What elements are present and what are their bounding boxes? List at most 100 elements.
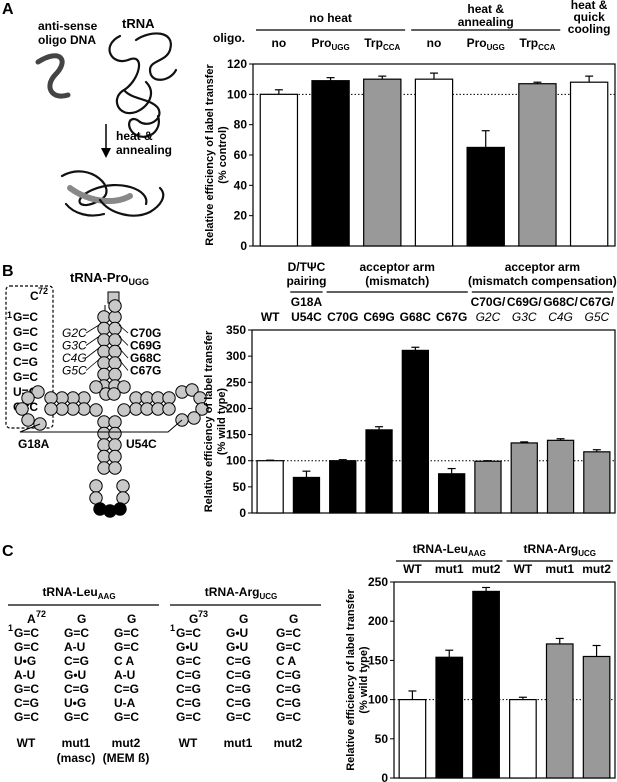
tertiary-interaction-line xyxy=(19,419,183,433)
chart-b-bar xyxy=(365,429,393,514)
mutation-pointer xyxy=(118,336,129,346)
nucleotide xyxy=(108,415,122,429)
svg-text:anti-sense: anti-sense xyxy=(38,19,98,33)
mutation-pointer xyxy=(85,324,100,334)
panel-a-bar-label: TrpCCA xyxy=(519,36,555,52)
chart-c-bar xyxy=(472,590,500,779)
panel-a-group-header: cooling xyxy=(568,22,611,36)
chart-b-bar xyxy=(292,476,321,514)
panel-b-bar-label: C69G xyxy=(363,310,394,324)
arg-column-label: mut1 xyxy=(224,736,253,750)
arg-base-pair: C=G xyxy=(176,682,201,696)
chart-c-ylabel: (% wild type) xyxy=(358,646,370,714)
nucleotide xyxy=(108,449,122,464)
chart-a-ytick-label: 60 xyxy=(234,148,248,162)
stem-top-index: 72 xyxy=(38,286,48,296)
leu-start-index: 1 xyxy=(8,623,13,633)
oligo-row-label: oligo. xyxy=(213,31,245,45)
panel-c-group-headers: WT mut1 mut2 WT mut1 mut2 tRNA-LeuAAG tRNA-ArgU… xyxy=(396,542,613,576)
chart-a-bar xyxy=(414,78,454,247)
mutation-pointer xyxy=(118,359,129,371)
leu-base-pair: U•G xyxy=(64,696,86,710)
acceptor-mutation-label: C69G xyxy=(130,339,161,353)
step-label: heat & annealing xyxy=(116,129,172,157)
arg-base-pair: C=G xyxy=(176,668,201,682)
chart-a-bar xyxy=(259,93,299,247)
chart-b-ylabel: Relative efficiency of label transfer xyxy=(203,330,215,512)
panel-a-bar-label: no xyxy=(427,36,442,50)
arg-base-pair: G=C xyxy=(276,640,301,654)
panel-c-bar-label: mut1 xyxy=(435,562,464,576)
arg-top-index: 73 xyxy=(198,609,208,619)
panel-c-bar-label: WT xyxy=(514,562,533,576)
chart-c-bar xyxy=(435,656,464,779)
chart-b-ytick-label: 350 xyxy=(226,323,246,337)
nucleotide xyxy=(187,411,201,425)
chart-b: 0 50 100 150 200 250 300 350 Relative efficiency… xyxy=(203,323,616,520)
compensating-mutation-label: G2C xyxy=(62,326,87,340)
arg-base-pair: C=G xyxy=(226,682,251,696)
svg-text:oligo DNA: oligo DNA xyxy=(38,33,96,47)
leu-column-label: WT xyxy=(17,736,36,750)
panel-label-a: A xyxy=(2,1,14,18)
nucleotide xyxy=(21,413,35,427)
panel-c-group-header: tRNA-LeuAAG xyxy=(413,542,486,558)
panel-a-group-header: quick xyxy=(573,10,605,24)
arg-base-pair: C=G xyxy=(276,682,301,696)
leu-base-pair: U•G xyxy=(14,654,36,668)
nucleotide xyxy=(15,402,29,416)
arg-base-pair: G•U xyxy=(226,640,248,654)
arg-top-base: G xyxy=(189,612,198,626)
nucleotide xyxy=(21,391,35,405)
leu-top-base: G xyxy=(77,612,86,626)
panel-a-group-header: heat & xyxy=(571,0,608,12)
chart-b-bar xyxy=(546,439,575,514)
chart-c-plot-frame xyxy=(393,581,616,779)
svg-text:annealing: annealing xyxy=(116,143,172,157)
chart-c-ytick-label: 150 xyxy=(368,653,388,667)
chart-a-bar xyxy=(466,146,505,247)
nucleotide xyxy=(116,479,130,493)
nucleotide xyxy=(117,380,131,394)
panel-a-group-header: no heat xyxy=(309,11,352,25)
arg-top-base: G xyxy=(289,612,298,626)
leu-base-pair: G=C xyxy=(114,640,139,654)
panel-b-bar-label: C69G/ xyxy=(507,295,542,309)
compensating-mutation-label: G5C xyxy=(62,364,87,378)
arg-title: tRNA-ArgUCG xyxy=(205,585,277,601)
leu-base-pair: G=C xyxy=(114,710,139,724)
panel-b-group-header: acceptor arm xyxy=(360,260,435,274)
panel-b-bar-label: G68C/ xyxy=(543,295,578,309)
arg-base-pair: C A xyxy=(276,654,297,668)
chart-b-bar xyxy=(474,460,502,514)
nucleotide xyxy=(108,333,122,347)
leu-base-pair: C=G xyxy=(64,654,89,668)
chart-c-ytick-label: 200 xyxy=(368,614,388,628)
panel-label-c: C xyxy=(2,543,14,560)
panel-a-bar-label: ProUGG xyxy=(467,36,505,52)
leu-base-pair: C=G xyxy=(14,696,39,710)
panel-c-group-header: tRNA-ArgUCG xyxy=(524,542,596,558)
chart-c-ytick-label: 100 xyxy=(368,693,388,707)
nucleotide xyxy=(108,461,122,475)
panel-a-group-header: annealing xyxy=(458,15,514,29)
arg-base-pair: G=C xyxy=(176,626,201,640)
acceptor-stem-box xyxy=(5,285,54,429)
chart-b-bar xyxy=(256,460,284,514)
loop-mutation-label: U54C xyxy=(126,437,157,451)
nucleotide xyxy=(108,438,122,452)
chart-c-ytick-label: 250 xyxy=(368,575,388,589)
acceptor-mutation-label: G68C xyxy=(130,351,162,365)
arg-column-label: WT xyxy=(179,736,198,750)
chart-a-ytick-label: 120 xyxy=(227,57,247,71)
chart-b-plot-frame xyxy=(251,329,616,514)
chart-a-ytick-label: 40 xyxy=(234,178,248,192)
stem-base-pair: G=C xyxy=(13,310,38,324)
chart-c-ylabel: Relative efficiency of label transfer xyxy=(345,589,357,771)
leu-base-pair: A-U xyxy=(64,640,85,654)
chart-b-bar xyxy=(437,473,466,514)
